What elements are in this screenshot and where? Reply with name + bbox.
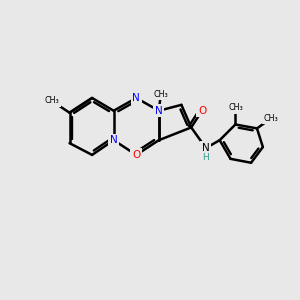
Text: CH₃: CH₃ [263,114,278,123]
Text: O: O [132,150,140,160]
Text: N: N [202,143,210,153]
Text: CH₃: CH₃ [153,90,168,99]
Text: CH₃: CH₃ [44,96,59,105]
Text: O: O [198,106,206,116]
Text: N: N [110,135,118,145]
Text: N: N [132,93,140,103]
Text: CH₃: CH₃ [228,103,243,112]
Text: N: N [155,106,163,116]
Text: H: H [202,153,209,162]
